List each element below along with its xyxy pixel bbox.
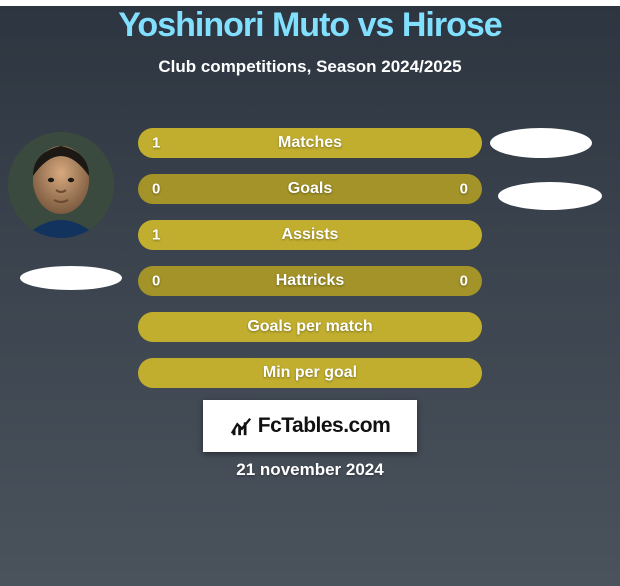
stat-label: Assists — [138, 226, 482, 244]
stat-row: Matches1 — [138, 128, 482, 158]
stat-row: Hattricks0 0 — [138, 266, 482, 296]
stat-row: Assists1 — [138, 220, 482, 250]
stat-row: Goals0 0 — [138, 174, 482, 204]
logo-text: FcTables.com — [258, 414, 391, 438]
stat-bars: Matches1Goals00Assists1Hattricks00Goals … — [138, 128, 482, 404]
logo-chart-icon — [230, 415, 252, 437]
stat-row: Min per goal — [138, 358, 482, 388]
date-label: 21 november 2024 — [236, 460, 383, 480]
avatar-photo-icon — [8, 132, 114, 238]
decorative-ellipse-right-1 — [490, 128, 592, 158]
stat-label: Min per goal — [138, 364, 482, 382]
stat-value-left: 1 — [152, 135, 160, 152]
logo-box: FcTables.com — [203, 400, 417, 452]
page-title: Yoshinori Muto vs Hirose — [0, 6, 620, 45]
stat-label: Goals per match — [138, 318, 482, 336]
stat-value-left: 0 — [152, 273, 160, 290]
subtitle: Club competitions, Season 2024/2025 — [0, 57, 620, 77]
stat-label: Goals — [138, 180, 482, 198]
content-root: Yoshinori Muto vs Hirose Club competitio… — [0, 6, 620, 586]
stat-value-right: 0 — [460, 181, 468, 198]
decorative-ellipse-right-2 — [498, 182, 602, 210]
decorative-ellipse-left — [20, 266, 122, 290]
player-avatar-left — [8, 132, 114, 238]
stat-value-left: 0 — [152, 181, 160, 198]
stat-row: Goals per match — [138, 312, 482, 342]
stat-label: Matches — [138, 134, 482, 152]
stat-value-left: 1 — [152, 227, 160, 244]
stat-value-right: 0 — [460, 273, 468, 290]
stat-label: Hattricks — [138, 272, 482, 290]
